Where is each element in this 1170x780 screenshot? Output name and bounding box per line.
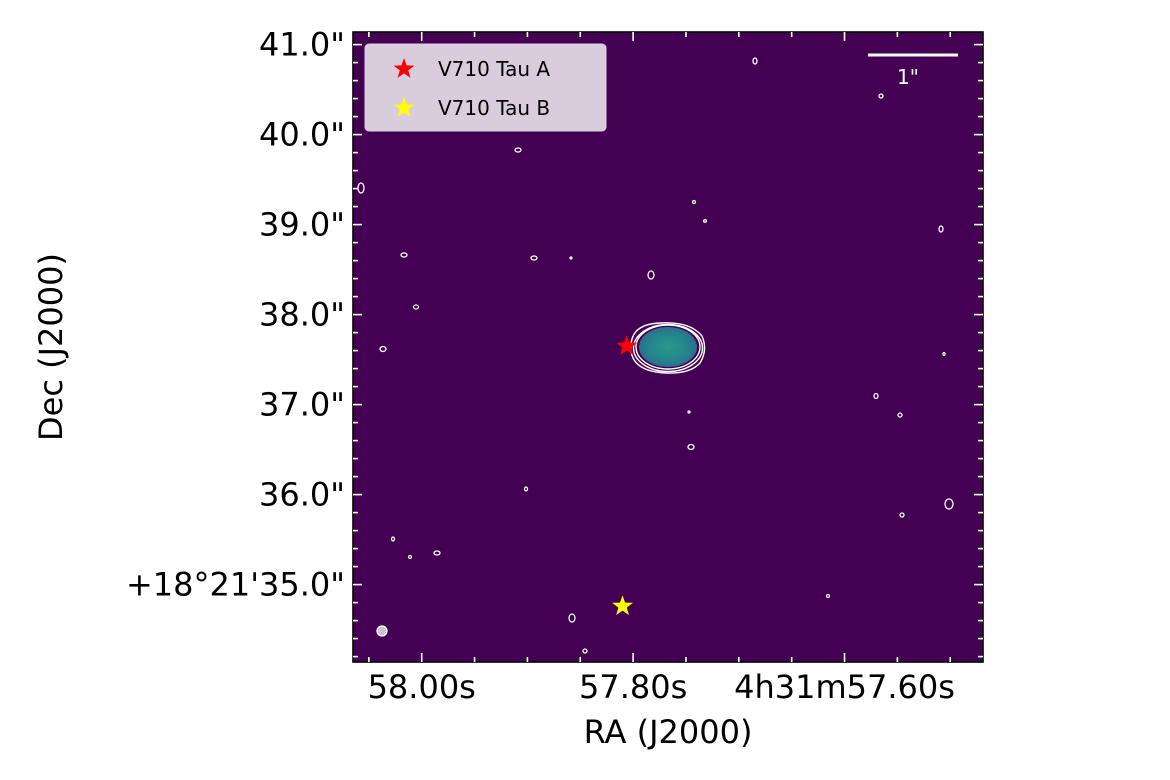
y-tick-label: 38.0" [259, 296, 345, 334]
y-axis-label: Dec (J2000) [32, 253, 70, 441]
noise-contours [357, 57, 954, 654]
y-tick-label: 36.0" [259, 476, 345, 514]
plot-frame [352, 31, 984, 663]
y-tick-label: 40.0" [259, 116, 345, 154]
legend: V710 Tau A V710 Tau B [364, 43, 607, 132]
axis-ticks [353, 32, 983, 662]
x-tick-label: 57.80s [579, 668, 687, 706]
legend-marker [393, 58, 415, 78]
y-tick-labels: +18°21'35.0" 36.0" 37.0" 38.0" 39.0" 40.0" 41.… [126, 26, 345, 604]
star-marker-a [616, 335, 638, 355]
x-tick-label: 4h31m57.60s [734, 668, 955, 706]
source-markers [612, 335, 638, 616]
legend-box [364, 43, 607, 132]
legend-label: V710 Tau A [438, 57, 550, 81]
scale-bar-label: 1" [897, 65, 919, 89]
y-tick-label: 37.0" [259, 386, 345, 424]
x-axis-label: RA (J2000) [584, 713, 753, 751]
legend-label: V710 Tau B [438, 96, 550, 120]
y-tick-label: 41.0" [259, 26, 345, 64]
legend-marker [393, 97, 415, 117]
star-marker-b [612, 595, 633, 616]
x-tick-label: 58.00s [368, 668, 476, 706]
y-tick-label: 39.0" [259, 206, 345, 244]
source-emission [630, 322, 706, 374]
x-tick-labels: 58.00s 57.80s 4h31m57.60s [368, 668, 955, 706]
scale-bar: 1" [868, 53, 958, 89]
y-tick-label: +18°21'35.0" [126, 566, 345, 604]
